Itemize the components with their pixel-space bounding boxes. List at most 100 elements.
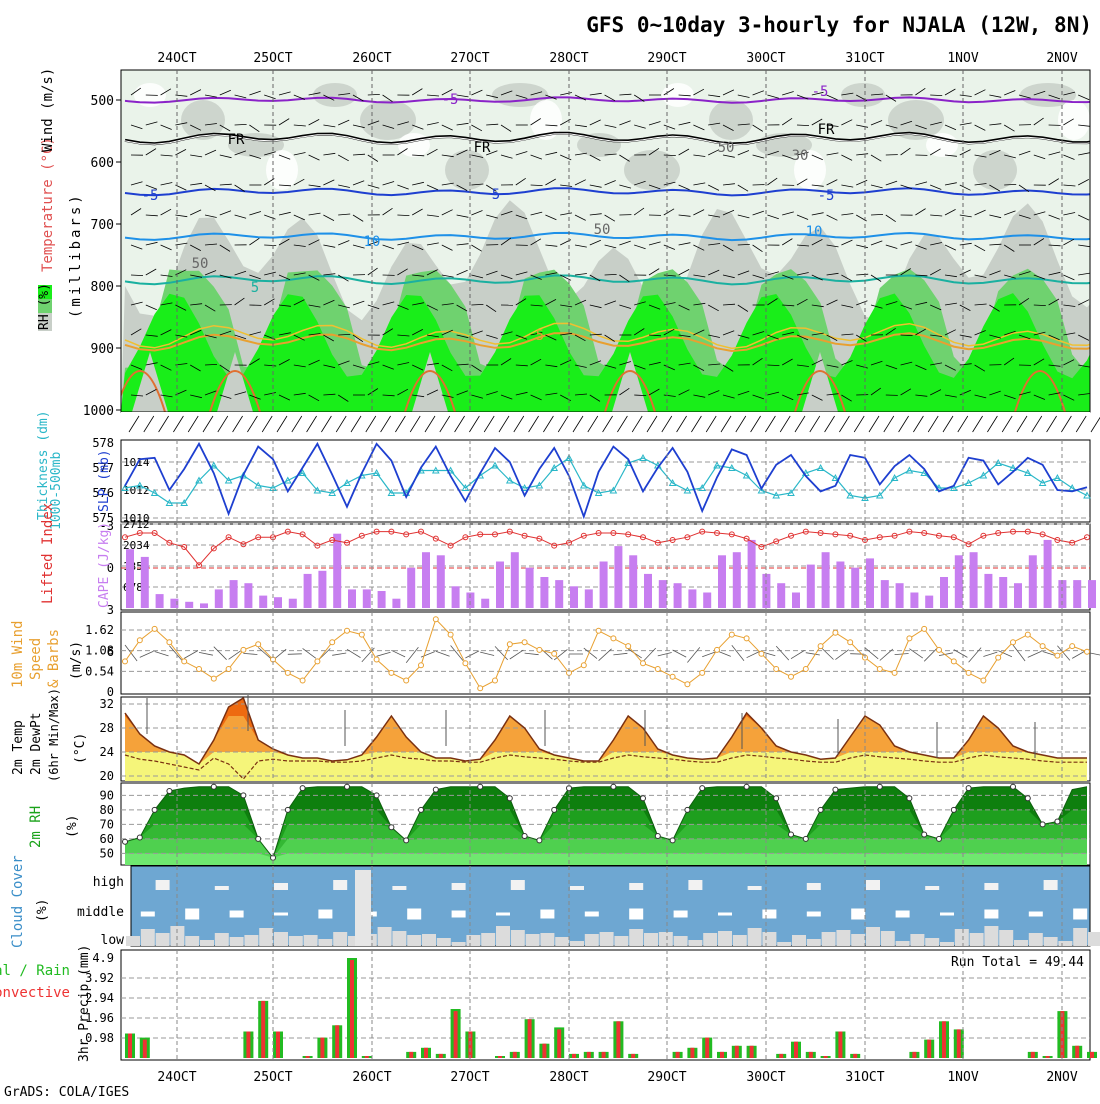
mid-cloud	[807, 912, 821, 917]
y-tick-label: 32	[100, 697, 114, 711]
low-cloud	[274, 932, 288, 946]
bottom-date-label: 1NOV	[947, 1070, 978, 1085]
cape-bar	[481, 599, 489, 608]
precip-conv-bar	[128, 1034, 132, 1059]
precip-conv-bar	[1075, 1046, 1079, 1058]
mid-cloud	[940, 913, 954, 916]
high-cloud	[452, 883, 466, 890]
wind-point	[433, 617, 438, 622]
precip-label-1: Total / Rain	[0, 963, 70, 979]
low-cloud	[1088, 932, 1100, 946]
y-tick-label: 20	[100, 769, 114, 783]
rh-island	[398, 133, 430, 157]
rh2m-point	[877, 784, 882, 789]
precip-conv-bar	[957, 1029, 961, 1058]
cape-bar	[659, 580, 667, 608]
low-cloud	[984, 926, 998, 946]
mid-cloud	[718, 913, 732, 916]
wind-point	[123, 659, 128, 664]
wind-barb	[1093, 275, 1100, 281]
cape-bar	[289, 599, 297, 608]
precip-conv-bar	[557, 1029, 561, 1058]
low-cloud	[644, 933, 658, 946]
wind-point	[729, 632, 734, 637]
rh-island	[1058, 100, 1090, 140]
high-cloud	[984, 883, 998, 890]
cape-bar	[984, 574, 992, 608]
low-cloud	[230, 937, 244, 946]
low-cloud	[466, 935, 480, 946]
cape-bar	[259, 596, 267, 608]
wind-point	[211, 676, 216, 681]
cape-bar	[614, 546, 622, 608]
rh2m-point	[374, 793, 379, 798]
cape-bar	[1073, 580, 1081, 608]
cape-bar	[703, 593, 711, 609]
cape-bar	[230, 580, 238, 608]
cape-bar	[215, 589, 223, 608]
rh2m-point	[951, 807, 956, 812]
thickness-frame	[121, 440, 1090, 522]
low-cloud	[807, 939, 821, 946]
cape-bar	[910, 593, 918, 609]
mid-cloud	[851, 909, 865, 920]
low-cloud	[1058, 941, 1072, 946]
cape-bar	[970, 552, 978, 608]
rh-axis-label: RH (%)	[37, 283, 52, 330]
precip-conv-bar	[1046, 1056, 1050, 1058]
rh2m-point	[818, 807, 823, 812]
wind-point	[552, 651, 557, 656]
cape-bar	[244, 583, 252, 608]
precip-conv-bar	[853, 1054, 857, 1058]
y-tick-label: 24	[100, 745, 114, 759]
precip-conv-bar	[809, 1052, 813, 1058]
rh-island	[360, 100, 416, 140]
rh2m-point	[1055, 819, 1060, 824]
y-tick-label: 80	[100, 803, 114, 817]
rh-island	[624, 150, 680, 190]
bottom-date-label: 30OCT	[746, 1070, 785, 1085]
wind-point	[152, 626, 157, 631]
cape-bar	[955, 555, 963, 608]
low-cloud	[896, 941, 910, 946]
wind-point	[1070, 644, 1075, 649]
low-cloud	[910, 934, 924, 946]
rh2m-axis-label: 2m RH	[28, 806, 44, 848]
wind-point	[789, 674, 794, 679]
cape-bar	[141, 557, 149, 608]
wind-barb	[1093, 334, 1100, 335]
rh2m-point	[774, 796, 779, 801]
precip-conv-bar	[720, 1052, 724, 1058]
rh2m-point	[655, 834, 660, 839]
mid-cloud	[230, 911, 244, 918]
cape-bar	[792, 593, 800, 609]
mid-cloud	[496, 913, 510, 916]
y-tick-label: 70	[100, 817, 114, 831]
cape-bar	[748, 540, 756, 608]
precip-conv-bar	[690, 1048, 694, 1058]
wind-point	[877, 667, 882, 672]
bottom-date-label: 31OCT	[845, 1070, 884, 1085]
cape-bar	[896, 583, 904, 608]
top-date-label: 24OCT	[157, 51, 196, 66]
wind-point	[655, 667, 660, 672]
wind-point	[700, 670, 705, 675]
rh2m-point	[345, 784, 350, 789]
y-tick-label: 1.62	[85, 623, 114, 637]
low-cloud	[156, 933, 170, 946]
precip-conv-bar	[631, 1054, 635, 1058]
wind-point	[1025, 632, 1030, 637]
cape-bar	[304, 574, 312, 608]
low-cloud	[955, 929, 969, 946]
cape-bar	[733, 552, 741, 608]
low-cloud	[851, 934, 865, 946]
mid-cloud	[1073, 909, 1087, 920]
low-cloud	[304, 935, 318, 946]
wind-barb-small	[288, 654, 302, 655]
rh2m-point	[433, 787, 438, 792]
pressure-tick-label: 800	[91, 280, 114, 295]
cape-bar	[156, 594, 164, 608]
